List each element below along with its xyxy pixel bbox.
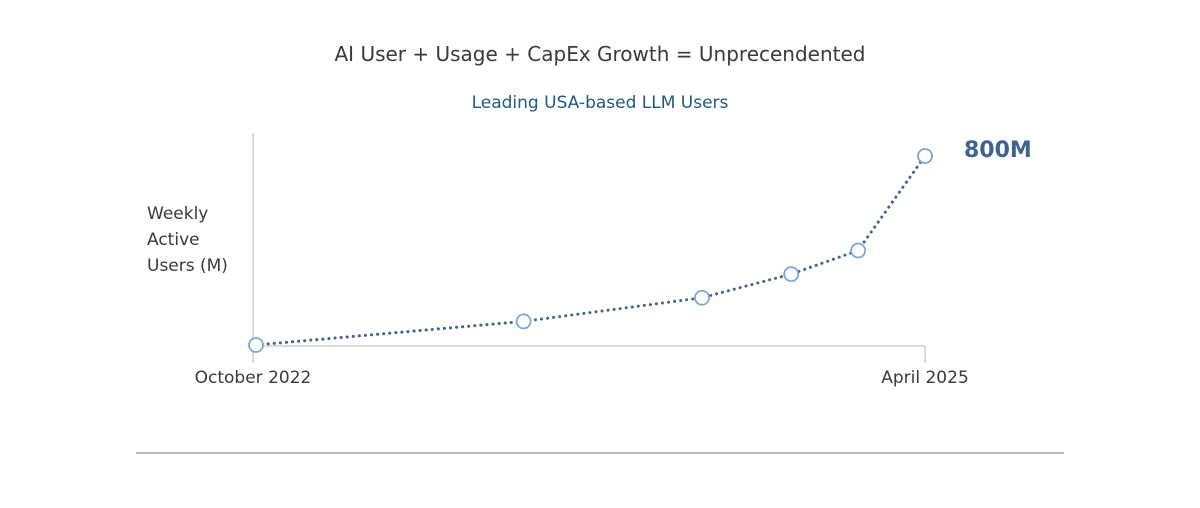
x-tick-label-1: April 2025 <box>881 368 969 388</box>
chart-subtitle: Leading USA-based LLM Users <box>471 93 729 113</box>
footer-divider <box>136 452 1064 454</box>
data-point-0 <box>248 337 264 353</box>
x-tick-label-0: October 2022 <box>195 368 312 388</box>
data-point-5 <box>917 148 933 164</box>
data-point-2 <box>694 289 710 306</box>
chart-title: AI User + Usage + CapEx Growth = Unprece… <box>334 42 866 66</box>
data-point-3 <box>783 266 800 283</box>
series-line-0 <box>254 154 927 347</box>
data-label-800m: 800M <box>964 138 1032 163</box>
data-point-4 <box>850 242 866 259</box>
data-point-1 <box>515 313 532 330</box>
y-axis-label: Weekly Active Users (M) <box>147 204 228 276</box>
